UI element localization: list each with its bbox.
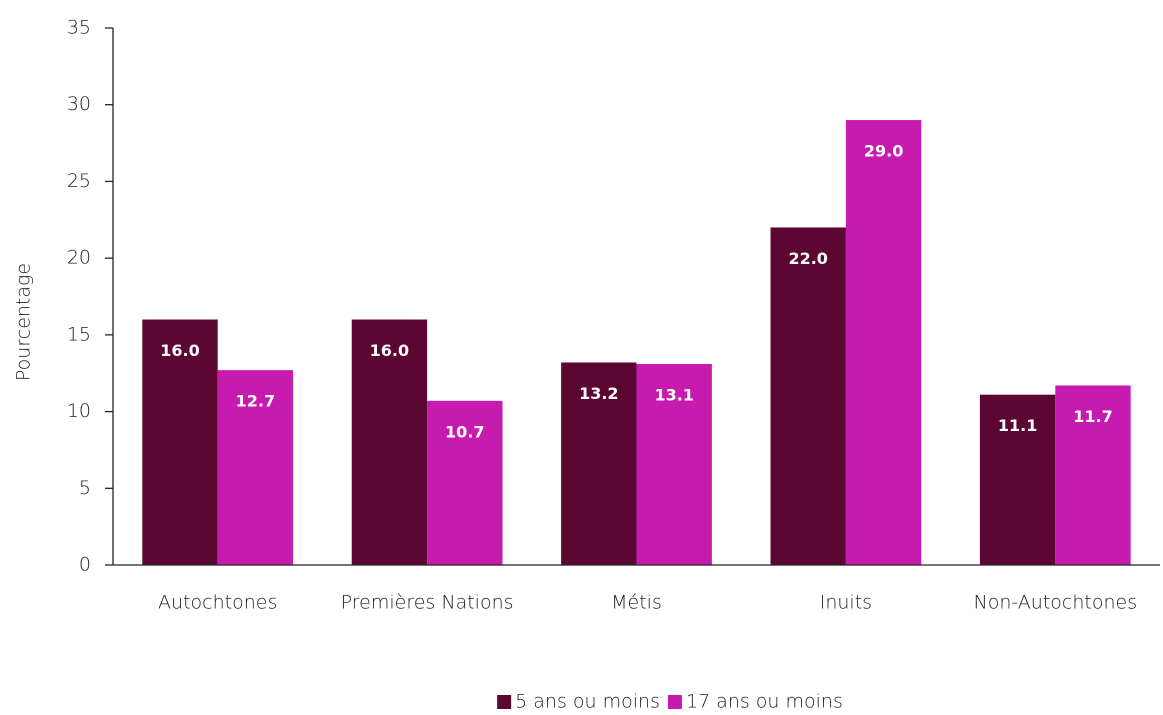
- value-label: 10.7: [445, 422, 484, 441]
- bar: [142, 319, 218, 565]
- bar: [770, 227, 846, 565]
- bar: [217, 370, 294, 565]
- y-tick-label: 20: [67, 247, 91, 269]
- value-label: 16.0: [370, 341, 409, 360]
- y-tick-label: 10: [67, 400, 91, 422]
- legend-label: 5 ans ou moins: [515, 691, 660, 713]
- y-tick-label: 0: [79, 554, 91, 576]
- y-tick-label: 30: [67, 93, 91, 115]
- x-tick-label: Premières Nations: [341, 592, 514, 614]
- bar: [561, 362, 637, 565]
- x-tick-label: Métis: [611, 592, 662, 614]
- value-label: 12.7: [236, 392, 275, 411]
- value-label: 11.7: [1073, 407, 1112, 426]
- y-axis-title: Pourcentage: [13, 263, 35, 381]
- y-tick-label: 15: [67, 323, 91, 345]
- y-tick-label: 35: [67, 17, 91, 39]
- value-label: 11.1: [998, 416, 1037, 435]
- legend-label: 17 ans ou moins: [686, 691, 843, 713]
- bar: [979, 394, 1056, 565]
- bar: [845, 120, 922, 566]
- y-tick-label: 5: [79, 477, 91, 499]
- bar: [1055, 385, 1131, 565]
- y-tick-label: 25: [67, 170, 91, 192]
- x-tick-label: Autochtones: [158, 592, 277, 614]
- value-label: 22.0: [788, 249, 827, 268]
- legend-swatch: [497, 695, 512, 709]
- value-label: 16.0: [160, 341, 199, 360]
- bar: [351, 319, 428, 565]
- bar: [427, 400, 503, 565]
- value-label: 13.2: [579, 384, 618, 403]
- legend-swatch: [667, 695, 682, 709]
- x-tick-label: Inuits: [820, 592, 872, 614]
- value-label: 13.1: [654, 386, 693, 405]
- bar: [636, 364, 712, 565]
- x-tick-label: Non-Autochtones: [973, 592, 1137, 614]
- value-label: 29.0: [864, 142, 903, 161]
